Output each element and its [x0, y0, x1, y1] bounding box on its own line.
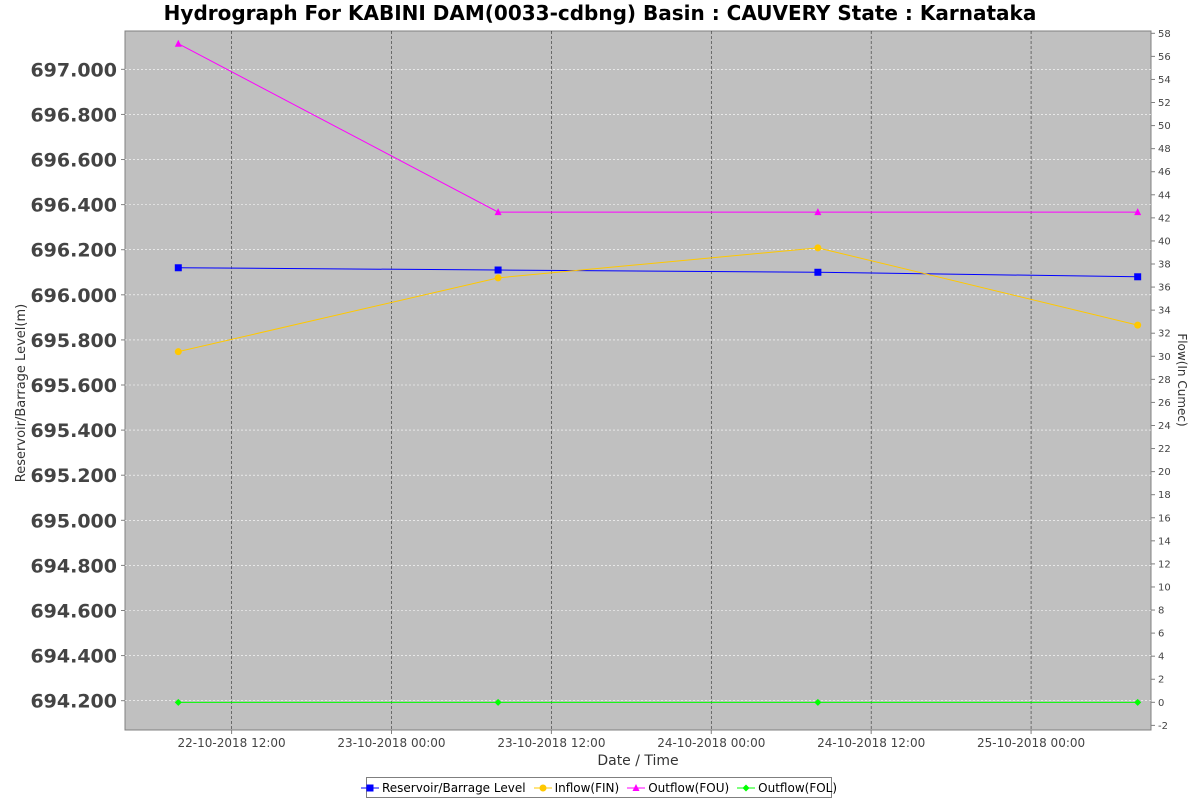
- right-tick-label: 34: [1158, 306, 1171, 317]
- left-tick-label: 696.400: [30, 195, 117, 217]
- right-tick-label: 18: [1158, 490, 1171, 501]
- x-tick-label: 23-10-2018 12:00: [497, 736, 605, 750]
- right-tick-label: -2: [1158, 721, 1168, 732]
- x-tick-label: 24-10-2018 12:00: [817, 736, 925, 750]
- legend-label: Outflow(FOL): [758, 780, 838, 795]
- right-tick-label: 2: [1158, 675, 1164, 686]
- x-axis-label: Date / Time: [597, 753, 678, 769]
- left-tick-label: 696.600: [30, 150, 117, 172]
- plot-area: [124, 30, 1152, 731]
- right-tick-label: 20: [1158, 467, 1171, 478]
- gridlines: [125, 31, 1151, 730]
- legend-marker-square: [366, 784, 374, 791]
- series: [174, 39, 1142, 706]
- right-tick-label: 42: [1158, 213, 1171, 224]
- outflow-fou-line: [178, 43, 1138, 213]
- legend-label: Inflow(FIN): [554, 780, 620, 795]
- reservoir-barrage-level-point: [494, 266, 502, 274]
- right-tick-label: 50: [1158, 121, 1171, 132]
- right-tick-label: 16: [1158, 513, 1171, 524]
- legend-marker-diamond: [742, 784, 750, 791]
- outflow-fol-point: [814, 698, 822, 706]
- legend-swatch: [627, 783, 646, 791]
- legend-marker-circle: [539, 784, 547, 791]
- left-tick-label: 695.200: [30, 465, 117, 487]
- x-tick-label: 24-10-2018 00:00: [657, 736, 765, 750]
- inflow-fin-point: [494, 274, 502, 282]
- outflow-fou-point: [1134, 208, 1142, 216]
- reservoir-barrage-level-point: [174, 264, 182, 272]
- right-tick-label: 26: [1158, 398, 1171, 409]
- right-tick-label: 36: [1158, 283, 1171, 294]
- right-tick-label: 40: [1158, 236, 1171, 247]
- axes: 694.200 694.400 694.600 694.800 695.000 695.2…: [30, 29, 1170, 750]
- right-tick-label: 28: [1158, 375, 1171, 386]
- right-tick-label: 14: [1158, 536, 1171, 547]
- x-tick-label: 25-10-2018 00:00: [977, 736, 1085, 750]
- outflow-fou-point: [814, 208, 822, 216]
- right-tick-label: 4: [1158, 652, 1164, 663]
- legend-swatch: [533, 784, 552, 791]
- chart-legend: Reservoir/Barrage Level Inflow(FIN) Outflo…: [360, 777, 837, 798]
- x-tick-label: 23-10-2018 00:00: [337, 736, 445, 750]
- left-tick-label: 694.600: [30, 600, 117, 622]
- right-tick-label: 58: [1158, 29, 1171, 40]
- outflow-fol-point: [1134, 698, 1142, 706]
- right-tick-label: 32: [1158, 329, 1171, 340]
- right-tick-label: 12: [1158, 559, 1171, 570]
- legend-swatch: [360, 784, 379, 791]
- left-tick-label: 694.400: [30, 646, 117, 668]
- outflow-fou-point: [494, 208, 502, 216]
- right-tick-label: 44: [1158, 190, 1171, 201]
- right-tick-label: 10: [1158, 582, 1171, 593]
- right-axis-label: Flow(In Cumec): [1175, 333, 1189, 426]
- outflow-fol-point: [174, 698, 182, 706]
- left-tick-label: 696.800: [30, 104, 117, 126]
- right-tick-label: 6: [1158, 629, 1164, 640]
- right-tick-label: 30: [1158, 352, 1171, 363]
- inflow-fin-line: [178, 247, 1138, 353]
- left-tick-label: 695.600: [30, 375, 117, 397]
- right-tick-label: 22: [1158, 444, 1171, 455]
- right-tick-label: 38: [1158, 260, 1171, 271]
- right-tick-label: 24: [1158, 421, 1171, 432]
- right-tick-label: 54: [1158, 75, 1171, 86]
- left-tick-label: 695.400: [30, 420, 117, 442]
- left-tick-label: 695.000: [30, 510, 117, 532]
- legend-swatch: [737, 784, 756, 791]
- legend-item-reservoir-barrage-level: Reservoir/Barrage Level: [360, 780, 526, 795]
- reservoir-barrage-level-point: [1134, 273, 1142, 281]
- right-tick-label: 8: [1158, 606, 1164, 617]
- right-tick-label: 0: [1158, 698, 1164, 709]
- legend-item-inflow-fin: Inflow(FIN): [533, 780, 620, 795]
- right-tick-label: 48: [1158, 144, 1171, 155]
- legend-item-outflow-fol: Outflow(FOL): [737, 781, 837, 795]
- legend-label: Reservoir/Barrage Level: [381, 780, 526, 795]
- legend-marker-triangle: [632, 783, 640, 791]
- left-tick-label: 696.200: [30, 240, 117, 262]
- left-tick-label: 695.800: [30, 330, 117, 352]
- right-tick-label: 46: [1158, 167, 1171, 178]
- left-tick-label: 697.000: [30, 59, 117, 81]
- reservoir-barrage-level-point: [814, 268, 822, 276]
- chart-title: Hydrograph For KABINI DAM(0033-cdbng) Ba…: [163, 1, 1037, 25]
- right-tick-label: 52: [1158, 98, 1171, 109]
- right-tick-label: 56: [1158, 52, 1171, 63]
- left-axis-label: Reservoir/Barrage Level(m): [14, 304, 29, 482]
- reservoir-barrage-level-line: [178, 267, 1138, 278]
- legend-label: Outflow(FOU): [648, 780, 730, 795]
- inflow-fin-point: [814, 244, 822, 252]
- x-tick-label: 22-10-2018 12:00: [178, 736, 286, 750]
- legend-item-outflow-fou: Outflow(FOU): [627, 781, 729, 795]
- inflow-fin-point: [174, 348, 182, 356]
- inflow-fin-point: [1134, 321, 1142, 329]
- left-tick-label: 696.000: [30, 285, 117, 307]
- outflow-fou-point: [174, 39, 182, 47]
- left-tick-label: 694.800: [30, 555, 117, 577]
- outflow-fol-point: [494, 698, 502, 706]
- left-tick-label: 694.200: [30, 691, 117, 713]
